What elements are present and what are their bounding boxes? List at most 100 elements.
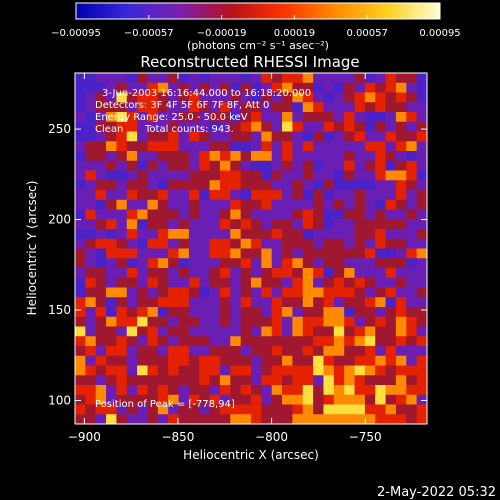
heatmap-cell xyxy=(406,268,418,279)
heatmap-cell xyxy=(416,82,428,93)
heatmap-cell xyxy=(106,238,117,249)
heatmap-cell xyxy=(271,229,283,240)
heatmap-cell xyxy=(406,375,418,386)
heatmap-cell xyxy=(333,375,345,386)
heatmap-cell xyxy=(116,141,128,152)
heatmap-cell xyxy=(147,365,159,376)
heatmap-cell xyxy=(199,112,210,123)
heatmap-cell xyxy=(395,112,407,123)
heatmap-cell xyxy=(292,336,304,347)
heatmap-cell xyxy=(116,131,128,142)
heatmap-cell xyxy=(199,326,210,337)
heatmap-cell xyxy=(323,316,335,327)
heatmap-cell xyxy=(126,190,138,201)
heatmap-cell xyxy=(230,258,242,269)
heatmap-cell xyxy=(85,404,97,415)
heatmap-cell xyxy=(302,131,314,142)
heatmap-cell xyxy=(116,190,128,201)
heatmap-cell xyxy=(416,316,428,327)
heatmap-cell xyxy=(261,287,273,298)
heatmap-cell xyxy=(209,268,221,279)
heatmap-cell xyxy=(395,277,407,288)
heatmap-cell xyxy=(261,248,273,259)
heatmap-cell xyxy=(313,355,324,366)
heatmap-cell xyxy=(168,414,179,425)
heatmap-cell xyxy=(344,365,355,376)
heatmap-cell xyxy=(209,385,221,396)
heatmap-cell xyxy=(251,248,262,259)
heatmap-cell xyxy=(147,131,159,142)
heatmap-cell xyxy=(406,355,418,366)
heatmap-cell xyxy=(323,160,335,171)
heatmap-cell xyxy=(95,112,107,123)
heatmap-cell xyxy=(116,151,128,162)
heatmap-cell xyxy=(313,102,324,113)
heatmap-cell xyxy=(126,199,138,210)
heatmap-cell xyxy=(271,82,283,93)
heatmap-cell xyxy=(302,180,314,191)
heatmap-cell xyxy=(168,121,179,132)
heatmap-cell xyxy=(251,73,262,84)
heatmap-cell xyxy=(292,160,304,171)
heatmap-cell xyxy=(116,394,128,405)
heatmap-cell xyxy=(323,92,335,103)
heatmap-cell xyxy=(199,316,210,327)
heatmap-cell xyxy=(271,170,283,181)
y-tick-label: 200 xyxy=(48,213,71,227)
heatmap-cell xyxy=(282,307,293,318)
heatmap-cell xyxy=(240,375,252,386)
heatmap-cell xyxy=(271,131,283,142)
heatmap-cell xyxy=(219,209,231,220)
heatmap-cell xyxy=(106,355,117,366)
heatmap-cell xyxy=(364,326,376,337)
heatmap-cell xyxy=(292,287,304,298)
heatmap-cell xyxy=(157,151,169,162)
heatmap-cell xyxy=(116,307,128,318)
heatmap-cell xyxy=(375,121,386,132)
annotation-method: Clean xyxy=(95,124,123,135)
heatmap-cell xyxy=(106,268,117,279)
heatmap-cell xyxy=(157,375,169,386)
heatmap-cell xyxy=(137,258,148,269)
heatmap-cell xyxy=(323,326,335,337)
heatmap-cell xyxy=(292,385,304,396)
annotation-counts: Total counts: 943. xyxy=(144,124,234,135)
heatmap-cell xyxy=(137,385,148,396)
heatmap-cell xyxy=(395,394,407,405)
heatmap-cell xyxy=(168,385,179,396)
heatmap-cell xyxy=(282,346,293,357)
heatmap-cell xyxy=(323,82,335,93)
heatmap-cell xyxy=(85,151,97,162)
heatmap-cell xyxy=(147,287,159,298)
heatmap-cell xyxy=(137,336,148,347)
heatmap-cell xyxy=(240,307,252,318)
footer-timestamp: 2-May-2022 05:32 xyxy=(377,485,496,500)
heatmap-cell xyxy=(406,102,418,113)
heatmap-cell xyxy=(209,326,221,337)
heatmap-cell xyxy=(157,170,169,181)
heatmap-cell xyxy=(251,151,262,162)
heatmap-cell xyxy=(282,209,293,220)
heatmap-cell xyxy=(219,277,231,288)
heatmap-cell xyxy=(354,346,366,357)
heatmap-cell xyxy=(137,316,148,327)
heatmap-cell xyxy=(188,346,200,357)
heatmap-cell xyxy=(344,346,355,357)
heatmap-cell xyxy=(333,190,345,201)
heatmap-cell xyxy=(230,365,242,376)
heatmap-cell xyxy=(302,385,314,396)
heatmap-cell xyxy=(251,307,262,318)
heatmap-cell xyxy=(188,121,200,132)
heatmap-cell xyxy=(85,258,97,269)
heatmap-cell xyxy=(137,346,148,357)
heatmap-cell xyxy=(188,307,200,318)
heatmap-cell xyxy=(323,355,335,366)
heatmap-cell xyxy=(313,365,324,376)
heatmap-cell xyxy=(209,102,221,113)
heatmap-cell xyxy=(106,307,117,318)
heatmap-cell xyxy=(178,190,190,201)
heatmap-cell xyxy=(168,229,179,240)
heatmap-cell xyxy=(240,160,252,171)
heatmap-cell xyxy=(75,316,86,327)
heatmap-cell xyxy=(230,307,242,318)
